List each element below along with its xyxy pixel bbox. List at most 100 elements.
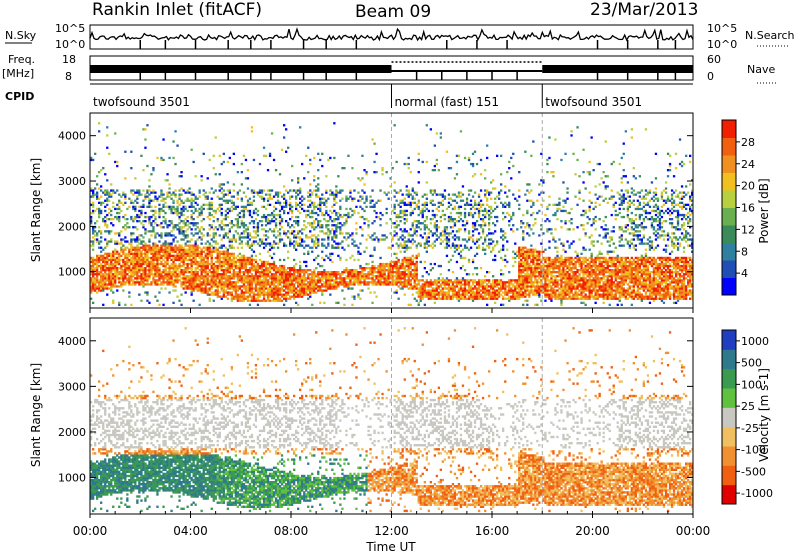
heatmap-cell <box>138 281 140 283</box>
heatmap-cell <box>118 281 120 283</box>
heatmap-cell <box>215 277 217 279</box>
heatmap-cell <box>472 153 474 155</box>
heatmap-cell <box>176 275 178 277</box>
heatmap-cell <box>203 287 205 289</box>
heatmap-cell <box>307 273 309 275</box>
heatmap-cell <box>174 251 176 253</box>
heatmap-cell <box>371 255 373 257</box>
heatmap-cell <box>339 214 341 216</box>
heatmap-cell <box>420 243 422 245</box>
heatmap-cell <box>267 300 269 302</box>
heatmap-cell <box>164 232 166 234</box>
heatmap-cell <box>136 269 138 271</box>
heatmap-cell <box>456 173 458 175</box>
heatmap-cell <box>225 269 227 271</box>
heatmap-cell <box>225 275 227 277</box>
heatmap-cell <box>436 132 438 134</box>
heatmap-cell <box>140 214 142 216</box>
heatmap-cell <box>333 236 335 238</box>
heatmap-cell <box>319 224 321 226</box>
heatmap-cell <box>297 179 299 181</box>
heatmap-cell <box>418 222 420 224</box>
heatmap-cell <box>164 240 166 242</box>
heatmap-cell <box>412 196 414 198</box>
heatmap-cell <box>406 261 408 263</box>
heatmap-cell <box>275 214 277 216</box>
heatmap-cell <box>209 251 211 253</box>
heatmap-cell <box>98 122 100 124</box>
heatmap-cell <box>373 210 375 212</box>
heatmap-cell <box>416 230 418 232</box>
heatmap-cell <box>138 206 140 208</box>
heatmap-cell <box>269 263 271 265</box>
heatmap-cell <box>158 251 160 253</box>
heatmap-cell <box>237 259 239 261</box>
heatmap-cell <box>430 291 432 293</box>
heatmap-cell <box>162 226 164 228</box>
heatmap-cell <box>92 289 94 291</box>
heatmap-cell <box>221 253 223 255</box>
heatmap-cell <box>221 298 223 300</box>
heatmap-cell <box>92 302 94 304</box>
heatmap-cell <box>311 192 313 194</box>
heatmap-cell <box>432 294 434 296</box>
heatmap-cell <box>257 192 259 194</box>
heatmap-cell <box>166 253 168 255</box>
heatmap-cell <box>442 210 444 212</box>
heatmap-cell <box>160 263 162 265</box>
heatmap-cell <box>126 208 128 210</box>
heatmap-cell <box>402 271 404 273</box>
heatmap-cell <box>249 261 251 263</box>
heatmap-cell <box>454 281 456 283</box>
heatmap-cell <box>369 291 371 293</box>
heatmap-cell <box>176 257 178 259</box>
heatmap-cell <box>102 269 104 271</box>
heatmap-cell <box>164 198 166 200</box>
heatmap-cell <box>185 200 187 202</box>
heatmap-cell <box>253 200 255 202</box>
heatmap-cell <box>297 277 299 279</box>
heatmap-cell <box>468 259 470 261</box>
heatmap-cell <box>215 279 217 281</box>
heatmap-cell <box>150 230 152 232</box>
heatmap-cell <box>257 296 259 298</box>
heatmap-cell <box>325 281 327 283</box>
heatmap-cell <box>178 218 180 220</box>
heatmap-cell <box>195 251 197 253</box>
heatmap-cell <box>136 261 138 263</box>
heatmap-cell <box>197 247 199 249</box>
heatmap-cell <box>261 300 263 302</box>
heatmap-cell <box>114 232 116 234</box>
heatmap-cell <box>116 277 118 279</box>
heatmap-cell <box>279 222 281 224</box>
heatmap-cell <box>259 240 261 242</box>
heatmap-cell <box>237 171 239 173</box>
heatmap-cell <box>371 302 373 304</box>
heatmap-cell <box>299 238 301 240</box>
heatmap-cell <box>187 210 189 212</box>
heatmap-cell <box>265 285 267 287</box>
heatmap-cell <box>98 226 100 228</box>
heatmap-cell <box>223 275 225 277</box>
heatmap-cell <box>289 208 291 210</box>
heatmap-cell <box>396 271 398 273</box>
heatmap-cell <box>96 175 98 177</box>
heatmap-cell <box>261 240 263 242</box>
heatmap-cell <box>434 214 436 216</box>
heatmap-cell <box>331 283 333 285</box>
heatmap-cell <box>130 263 132 265</box>
heatmap-cell <box>313 222 315 224</box>
heatmap-cell <box>267 283 269 285</box>
heatmap-cell <box>446 283 448 285</box>
heatmap-cell <box>183 249 185 251</box>
heatmap-cell <box>434 281 436 283</box>
heatmap-cell <box>225 263 227 265</box>
heatmap-cell <box>225 261 227 263</box>
heatmap-cell <box>120 259 122 261</box>
heatmap-cell <box>458 230 460 232</box>
heatmap-cell <box>299 283 301 285</box>
heatmap-cell <box>371 275 373 277</box>
heatmap-cell <box>319 265 321 267</box>
heatmap-cell <box>299 269 301 271</box>
heatmap-cell <box>297 294 299 296</box>
